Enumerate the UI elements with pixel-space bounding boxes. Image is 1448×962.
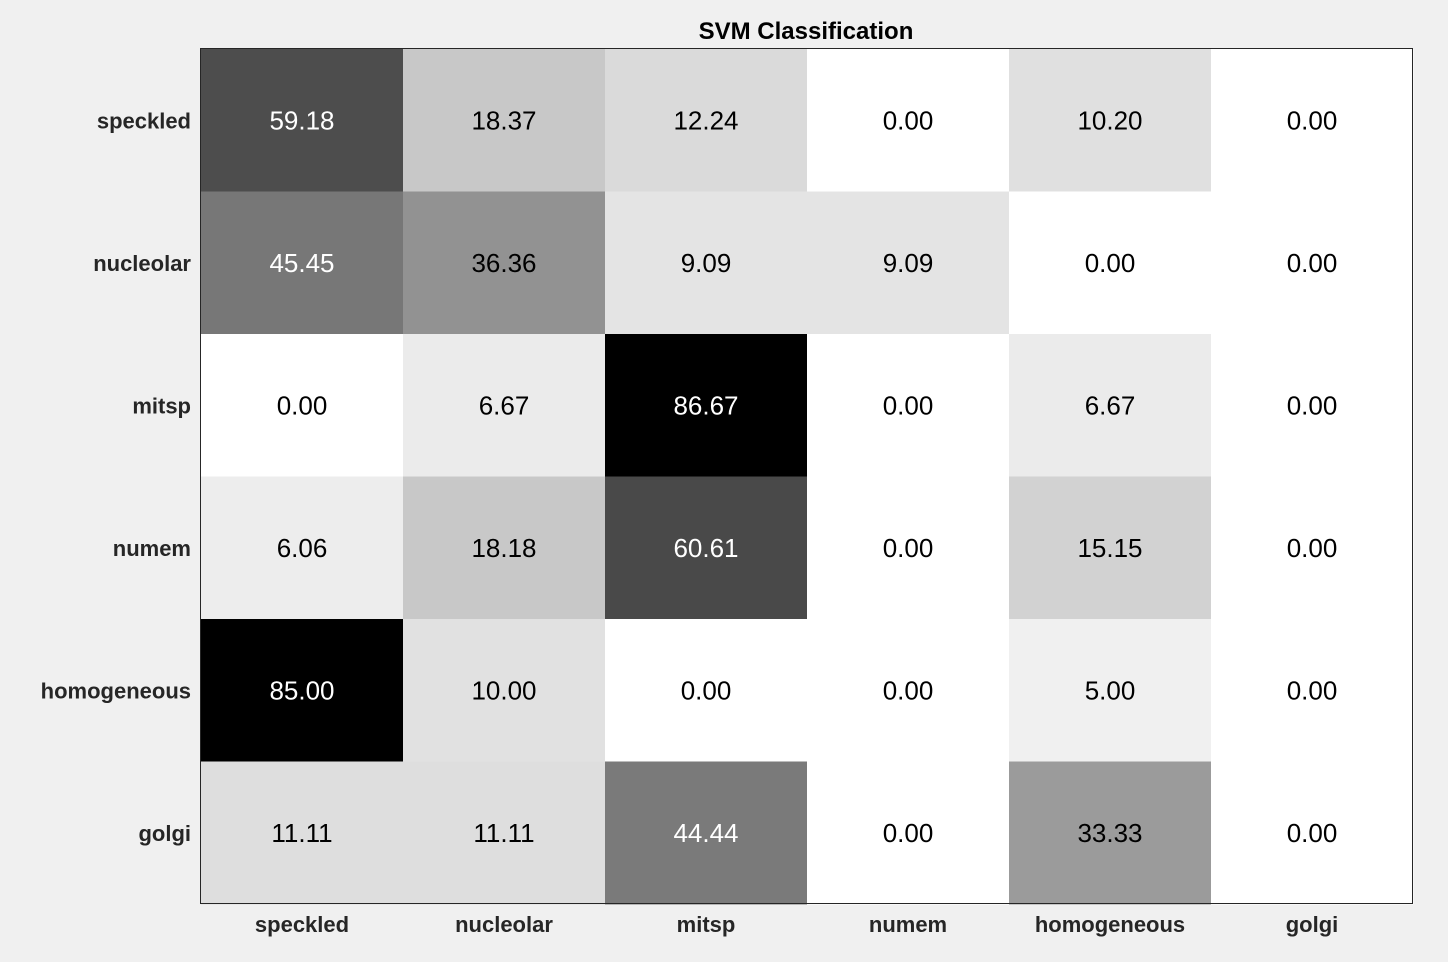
cell-value-label: 0.00 — [883, 533, 934, 563]
cell-value-label: 11.11 — [473, 818, 534, 848]
heatmap-cell — [807, 49, 1010, 192]
cell-value-label: 6.06 — [277, 533, 328, 563]
heatmap-cell — [201, 334, 404, 477]
heatmap-cell — [1211, 761, 1414, 905]
heatmap-cell — [403, 334, 606, 477]
heatmap-cell — [403, 49, 606, 192]
heatmap-cell — [605, 334, 808, 477]
cell-value-label: 59.18 — [269, 105, 334, 135]
cell-value-label: 6.67 — [1085, 390, 1136, 420]
cell-value-label: 0.00 — [1287, 390, 1338, 420]
heatmap-cell — [201, 49, 404, 192]
heatmap-cell — [403, 619, 606, 762]
cell-value-label: 0.00 — [883, 675, 934, 705]
x-tick-label: nucleolar — [455, 912, 553, 937]
y-tick-label: speckled — [97, 108, 191, 133]
cell-value-label: 45.45 — [269, 248, 334, 278]
cell-value-label: 44.44 — [673, 818, 738, 848]
heatmap-cell — [605, 761, 808, 905]
cell-value-label: 36.36 — [471, 248, 536, 278]
heatmap-cell — [1211, 476, 1414, 620]
heatmap-cell — [807, 334, 1010, 477]
heatmap-cell — [605, 476, 808, 620]
heatmap-cell — [1009, 191, 1212, 335]
heatmap-cell — [1009, 619, 1212, 762]
heatmap-cell — [201, 761, 404, 905]
x-tick-label: golgi — [1286, 912, 1339, 937]
y-tick-label: nucleolar — [93, 251, 191, 276]
cell-value-label: 0.00 — [883, 390, 934, 420]
cell-value-label: 0.00 — [1287, 818, 1338, 848]
cell-value-label: 85.00 — [269, 675, 334, 705]
cell-value-label: 0.00 — [277, 390, 328, 420]
heatmap-cell — [403, 191, 606, 335]
heatmap-cell — [403, 761, 606, 905]
cell-value-label: 0.00 — [883, 818, 934, 848]
cell-value-label: 18.18 — [471, 533, 536, 563]
y-tick-label: numem — [113, 536, 191, 561]
chart-title: SVM Classification — [699, 18, 914, 45]
cell-value-label: 0.00 — [1287, 533, 1338, 563]
heatmap-cell — [201, 619, 404, 762]
cell-value-label: 60.61 — [673, 533, 738, 563]
y-tick-label: mitsp — [132, 393, 191, 418]
heatmap-cell — [1009, 49, 1212, 192]
heatmap-cell — [1009, 476, 1212, 620]
cell-value-label: 11.11 — [271, 818, 332, 848]
cell-value-label: 86.67 — [673, 390, 738, 420]
cell-value-label: 9.09 — [883, 248, 934, 278]
cells-layer — [201, 49, 1414, 905]
x-tick-label: numem — [869, 912, 947, 937]
x-tick-label: mitsp — [677, 912, 736, 937]
cell-value-label: 5.00 — [1085, 675, 1136, 705]
heatmap-cell — [1009, 761, 1212, 905]
heatmap-cell — [1211, 619, 1414, 762]
heatmap-cell — [605, 191, 808, 335]
heatmap-cell — [807, 761, 1010, 905]
y-tick-label: golgi — [138, 821, 191, 846]
cell-value-label: 0.00 — [1287, 675, 1338, 705]
cell-value-label: 0.00 — [1287, 105, 1338, 135]
x-tick-label: speckled — [255, 912, 349, 937]
heatmap-cell — [201, 191, 404, 335]
cell-value-label: 10.20 — [1077, 105, 1142, 135]
heatmap-cell — [201, 476, 404, 620]
cell-value-label: 18.37 — [471, 105, 536, 135]
y-tick-labels: speckled nucleolar mitsp numem homogeneous go… — [41, 108, 192, 846]
heatmap-cell — [1211, 49, 1414, 192]
cell-value-label: 33.33 — [1077, 818, 1142, 848]
x-tick-labels: speckled nucleolar mitsp numem homogeneous go… — [255, 912, 1338, 937]
heatmap-cell — [403, 476, 606, 620]
cell-value-label: 15.15 — [1077, 533, 1142, 563]
heatmap-cell — [1211, 191, 1414, 335]
heatmap-cell — [605, 619, 808, 762]
cell-value-label: 0.00 — [883, 105, 934, 135]
cell-value-label: 0.00 — [681, 675, 732, 705]
x-tick-label: homogeneous — [1035, 912, 1185, 937]
cell-value-label: 12.24 — [673, 105, 738, 135]
axes-frame — [200, 48, 1413, 904]
heatmap-cell — [1211, 334, 1414, 477]
heatmap-cell — [807, 476, 1010, 620]
heatmap-cell — [807, 619, 1010, 762]
heatmap-cell — [807, 191, 1010, 335]
y-tick-label: homogeneous — [41, 678, 191, 703]
heatmap-cell — [1009, 334, 1212, 477]
cell-value-label: 0.00 — [1287, 248, 1338, 278]
heatmap-cell — [605, 49, 808, 192]
cell-value-label: 0.00 — [1085, 248, 1136, 278]
cell-value-label: 6.67 — [479, 390, 530, 420]
cell-value-label: 9.09 — [681, 248, 732, 278]
cell-value-label: 10.00 — [471, 675, 536, 705]
cell-labels-layer: 59.18 18.37 12.24 0.00 10.20 0.00 45.45 36.36 9.… — [269, 105, 1337, 848]
